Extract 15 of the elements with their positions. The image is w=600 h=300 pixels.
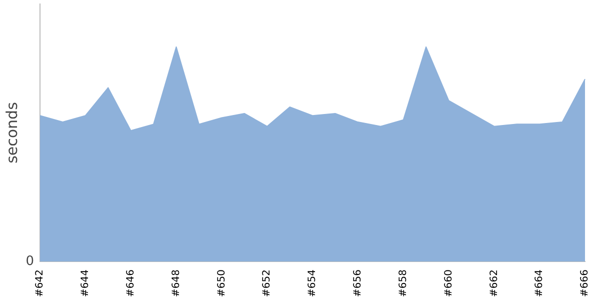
x-tick-label: #664 <box>534 270 546 298</box>
x-tick-label: #656 <box>352 270 364 298</box>
x-tick-label: #662 <box>488 270 500 298</box>
text: 0 <box>26 254 34 269</box>
y-axis-title: seconds <box>2 102 21 164</box>
x-tick-label: #644 <box>80 270 92 298</box>
x-tick-label: #650 <box>216 270 228 298</box>
x-tick-label: #666 <box>580 270 591 298</box>
x-tick-label: #648 <box>170 270 182 298</box>
x-tick-label: #660 <box>443 270 454 298</box>
x-tick-label: #654 <box>307 270 318 298</box>
x-tick-label: #658 <box>398 270 409 298</box>
x-tick-label: #642 <box>34 270 46 298</box>
x-tick-label: #652 <box>262 270 273 298</box>
x-tick-label: #646 <box>125 270 136 298</box>
